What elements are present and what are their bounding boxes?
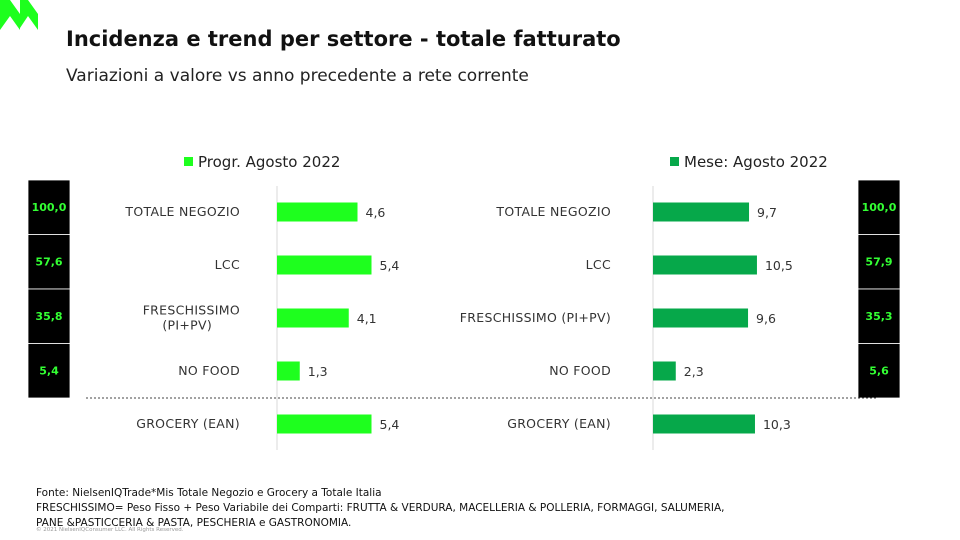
- incidence-value-right-2: 35,3: [865, 310, 892, 323]
- category-label-line: FRESCHISSIMO (PI+PV): [460, 310, 611, 325]
- footnote: Fonte: NielsenIQTrade*Mis Totale Negozio…: [36, 486, 724, 531]
- bar-left-0: [277, 202, 358, 222]
- value-label-right-0: 9,7: [757, 205, 777, 220]
- bar-right-1: [653, 255, 757, 275]
- value-label-right-2: 9,6: [756, 311, 776, 326]
- category-label-left-4: GROCERY (EAN): [136, 416, 240, 431]
- incidence-box-right-1: [857, 234, 901, 290]
- category-label-line: TOTALE NEGOZIO: [495, 204, 611, 219]
- legend-swatch-right: [670, 157, 679, 166]
- category-label-line: TOTALE NEGOZIO: [124, 204, 240, 219]
- copyright: © 2021 NielsenIQConsumer LLC. All Rights…: [36, 527, 184, 533]
- incidence-box-left-2: [27, 288, 71, 344]
- category-label-line: (PI+PV): [162, 318, 212, 333]
- category-label-left-2: FRESCHISSIMO (PI+PV): [143, 303, 240, 333]
- category-label-right-1: LCC: [586, 257, 611, 272]
- category-label-line: FRESCHISSIMO: [143, 303, 240, 318]
- bar-left-2: [277, 308, 349, 328]
- value-label-left-1: 5,4: [380, 258, 400, 273]
- value-label-left-0: 4,6: [366, 205, 386, 220]
- category-label-line: NO FOOD: [549, 363, 611, 378]
- incidence-value-right-1: 57,9: [865, 256, 892, 269]
- category-label-line: NO FOOD: [178, 363, 240, 378]
- incidence-box-right-0: [857, 179, 901, 235]
- legend-swatch-left: [184, 157, 193, 166]
- value-label-left-2: 4,1: [357, 311, 377, 326]
- page-subtitle: Variazioni a valore vs anno precedente a…: [66, 66, 529, 86]
- value-label-left-4: 5,4: [380, 417, 400, 432]
- incidence-box-right-3: [857, 343, 901, 399]
- value-label-right-3: 2,3: [684, 364, 704, 379]
- category-label-right-3: NO FOOD: [549, 363, 611, 378]
- bar-right-0: [653, 202, 750, 222]
- value-label-right-1: 10,5: [765, 258, 793, 273]
- incidence-value-left-1: 57,6: [35, 256, 62, 269]
- category-label-left-3: NO FOOD: [178, 363, 240, 378]
- bar-right-4: [653, 414, 755, 434]
- bar-left-4: [277, 414, 372, 434]
- incidence-value-right-0: 100,0: [862, 201, 897, 214]
- category-label-left-0: TOTALE NEGOZIO: [124, 204, 240, 219]
- category-label-line: LCC: [586, 257, 611, 272]
- category-label-right-0: TOTALE NEGOZIO: [495, 204, 611, 219]
- value-label-left-3: 1,3: [308, 364, 328, 379]
- bar-left-1: [277, 255, 372, 275]
- incidence-box-left-1: [27, 234, 71, 290]
- category-label-line: GROCERY (EAN): [136, 416, 240, 431]
- category-label-line: GROCERY (EAN): [507, 416, 611, 431]
- incidence-box-left-3: [27, 343, 71, 399]
- incidence-value-right-3: 5,6: [869, 365, 889, 378]
- bar-left-3: [277, 361, 300, 381]
- footnote-definition-cont: PANE &PASTICCERIA & PASTA, PESCHERIA e G…: [36, 517, 352, 529]
- incidence-box-right-2: [857, 288, 901, 344]
- footnote-definition: FRESCHISSIMO= Peso Fisso + Peso Variabil…: [36, 502, 725, 514]
- legend-label-left: Progr. Agosto 2022: [198, 153, 340, 171]
- incidence-value-left-0: 100,0: [32, 201, 67, 214]
- category-label-right-4: GROCERY (EAN): [507, 416, 611, 431]
- category-label-left-1: LCC: [215, 257, 240, 272]
- category-label-line: LCC: [215, 257, 240, 272]
- legend-label-right: Mese: Agosto 2022: [684, 153, 828, 171]
- page-title: Incidenza e trend per settore - totale f…: [66, 27, 621, 51]
- bar-right-2: [653, 308, 749, 328]
- value-label-right-4: 10,3: [763, 417, 791, 432]
- incidence-value-left-3: 5,4: [39, 365, 59, 378]
- brand-logo: [0, 0, 38, 30]
- incidence-value-left-2: 35,8: [35, 310, 62, 323]
- category-label-right-2: FRESCHISSIMO (PI+PV): [460, 310, 611, 325]
- bar-right-3: [653, 361, 676, 381]
- footnote-source: Fonte: NielsenIQTrade*Mis Totale Negozio…: [36, 487, 382, 499]
